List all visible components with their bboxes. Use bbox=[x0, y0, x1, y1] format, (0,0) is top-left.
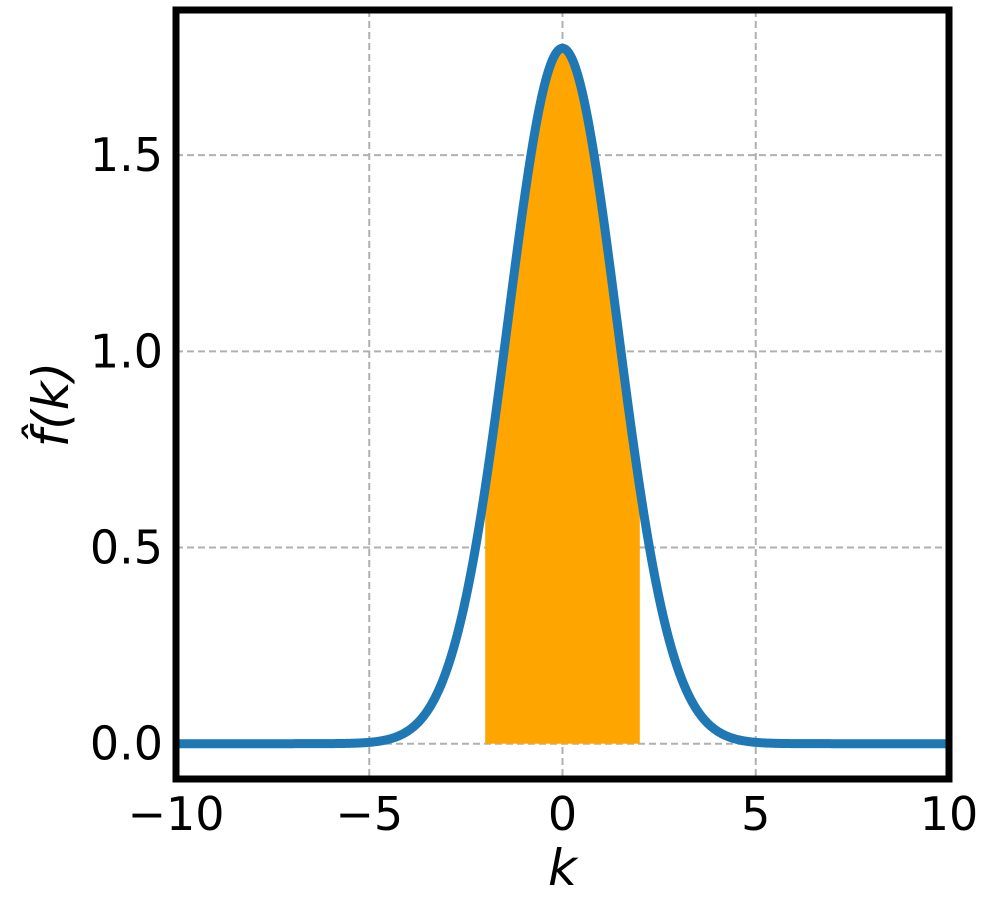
y-tick-label: 0.5 bbox=[90, 521, 163, 575]
series-line bbox=[172, 43, 953, 749]
shaded-area bbox=[485, 48, 640, 744]
y-axis-label: f̂(k) bbox=[21, 362, 80, 448]
y-tick-labels: 0.0 0.5 1.0 1.5 bbox=[90, 128, 163, 771]
y-tick-label: 1.5 bbox=[90, 128, 163, 182]
x-tick-labels: −10 −5 0 5 10 bbox=[127, 787, 978, 841]
plot-frame bbox=[172, 6, 953, 783]
x-tick-label: −10 bbox=[127, 787, 224, 841]
x-axis-label: k bbox=[548, 839, 579, 897]
x-tick-label: 10 bbox=[920, 787, 979, 841]
x-tick-label: 5 bbox=[741, 787, 770, 841]
y-tick-label: 0.0 bbox=[90, 717, 163, 771]
x-tick-label: −5 bbox=[335, 787, 403, 841]
series-layer bbox=[172, 43, 953, 749]
shaded-region bbox=[485, 48, 640, 744]
x-tick-label: 0 bbox=[548, 787, 577, 841]
y-tick-label: 1.0 bbox=[90, 324, 163, 378]
